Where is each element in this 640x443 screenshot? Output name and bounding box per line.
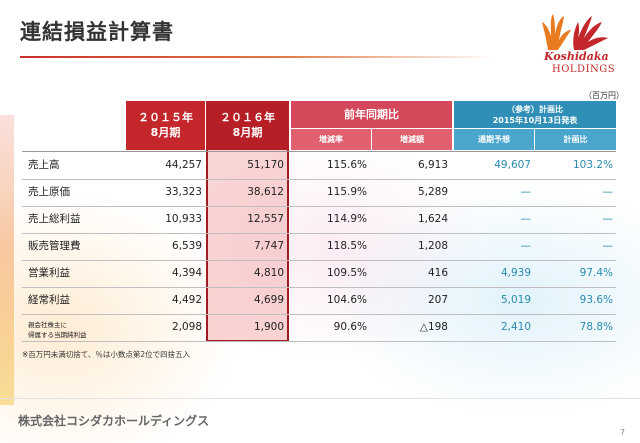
cell-change-rate: 115.9%	[326, 186, 367, 198]
cell-change-amount: 5,289	[417, 186, 448, 198]
page-title: 連結損益計算書	[20, 20, 174, 44]
header-full-year-forecast: 通期予想	[454, 129, 534, 150]
cell-change-rate: 104.6%	[326, 294, 367, 306]
table-row-sga-expenses: 販売管理費 6,539 7,747 118.5% 1,208 — —	[22, 233, 616, 261]
hands-logo-icon	[542, 14, 608, 50]
logo-wordmark: Koshidaka	[544, 50, 609, 63]
header-change-rate: 増減率	[291, 129, 371, 150]
header-fy2015-period: 8月期	[150, 126, 181, 139]
company-logo: Koshidaka HOLDINGS	[522, 12, 632, 78]
cell-fy2015: 4,394	[171, 267, 202, 279]
row-label: 販売管理費	[28, 240, 81, 252]
cell-change-rate: 115.6%	[326, 159, 367, 171]
cell-plan-ratio: 93.6%	[579, 294, 613, 306]
cell-change-amount: △198	[419, 321, 448, 333]
row-label: 親会社株主に 帰属する当期純利益	[28, 320, 124, 340]
cell-fy2015: 4,492	[171, 294, 202, 306]
cell-forecast: —	[520, 186, 532, 198]
cell-fy2015: 2,098	[171, 321, 202, 333]
cell-change-amount: 6,913	[417, 159, 448, 171]
header-fy2016-period: 8月期	[232, 126, 263, 139]
cell-plan-ratio: 97.4%	[579, 267, 613, 279]
cell-plan-ratio: —	[602, 240, 614, 252]
cell-change-rate: 90.6%	[333, 321, 367, 333]
cell-fy2016: 4,810	[253, 267, 284, 279]
cell-change-rate: 109.5%	[326, 267, 367, 279]
left-decor-stripe	[0, 115, 14, 405]
header-change-amount: 増減額	[372, 129, 452, 150]
header-fy2016: ２０１６年 8月期	[206, 101, 289, 150]
cell-change-amount: 207	[427, 294, 448, 306]
cell-plan-ratio: 78.8%	[579, 321, 613, 333]
cell-fy2016: 7,747	[253, 240, 284, 252]
row-label-line2: 帰属する当期純利益	[28, 331, 87, 339]
cell-change-rate: 118.5%	[326, 240, 367, 252]
cell-forecast: 2,410	[500, 321, 531, 333]
table-row-cost-of-sales: 売上原価 33,323 38,612 115.9% 5,289 — —	[22, 179, 616, 207]
header-reference-date: 2015年10月13日発表	[492, 116, 578, 125]
header-fy2016-year: ２０１６年	[220, 111, 275, 124]
cell-forecast: 49,607	[494, 159, 531, 171]
footer-company-name: 株式会社コシダカホールディングス	[18, 414, 210, 428]
header-fy2015-year: ２０１５年	[138, 111, 193, 124]
row-label: 売上原価	[28, 186, 70, 198]
cell-forecast: —	[520, 213, 532, 225]
table-top-border	[22, 151, 616, 152]
header-fy2015: ２０１５年 8月期	[126, 101, 205, 150]
cell-change-amount: 416	[427, 267, 448, 279]
cell-fy2016: 12,557	[247, 213, 284, 225]
cell-plan-ratio: —	[602, 213, 614, 225]
cell-forecast: 4,939	[500, 267, 531, 279]
title-underline	[20, 56, 496, 58]
table-row-gross-profit: 売上総利益 10,933 12,557 114.9% 1,624 — —	[22, 206, 616, 234]
header-plan-ratio: 計画比	[535, 129, 616, 150]
table-row-operating-income: 営業利益 4,394 4,810 109.5% 416 4,939 97.4%	[22, 260, 616, 288]
cell-change-amount: 1,624	[417, 213, 448, 225]
row-label: 経常利益	[28, 294, 70, 306]
row-label-line1: 親会社株主に	[28, 321, 67, 329]
row-label: 売上高	[28, 159, 60, 171]
row-label: 営業利益	[28, 267, 70, 279]
table-row-ordinary-income: 経常利益 4,492 4,699 104.6% 207 5,019 93.6%	[22, 287, 616, 315]
cell-plan-ratio: 103.2%	[572, 159, 613, 171]
cell-fy2015: 33,323	[165, 186, 202, 198]
cell-fy2016: 51,170	[247, 159, 284, 171]
header-reference-title: （参考）計画比	[507, 105, 563, 114]
cell-change-rate: 114.9%	[326, 213, 367, 225]
header-prev-year-comparison: 前年同期比	[291, 101, 452, 128]
page-number: 7	[620, 428, 626, 437]
table-row-net-income: 親会社株主に 帰属する当期純利益 2,098 1,900 90.6% △198 …	[22, 314, 616, 342]
logo-subtitle: HOLDINGS	[552, 64, 616, 75]
cell-fy2016: 1,900	[253, 321, 284, 333]
cell-fy2015: 44,257	[165, 159, 202, 171]
footnote: ※百万円未満切捨て、％は小数点第2位で四捨五入	[22, 350, 191, 359]
cell-fy2015: 10,933	[165, 213, 202, 225]
row-label: 売上総利益	[28, 213, 81, 225]
cell-fy2016: 38,612	[247, 186, 284, 198]
unit-label: （百万円）	[584, 91, 624, 100]
table-row-net-sales: 売上高 44,257 51,170 115.6% 6,913 49,607 10…	[22, 152, 616, 180]
cell-plan-ratio: —	[602, 186, 614, 198]
header-reference-plan: （参考）計画比 2015年10月13日発表	[454, 101, 616, 128]
cell-forecast: —	[520, 240, 532, 252]
cell-change-amount: 1,208	[417, 240, 448, 252]
cell-fy2016: 4,699	[253, 294, 284, 306]
footer-divider	[0, 398, 640, 399]
cell-fy2015: 6,539	[171, 240, 202, 252]
cell-forecast: 5,019	[500, 294, 531, 306]
